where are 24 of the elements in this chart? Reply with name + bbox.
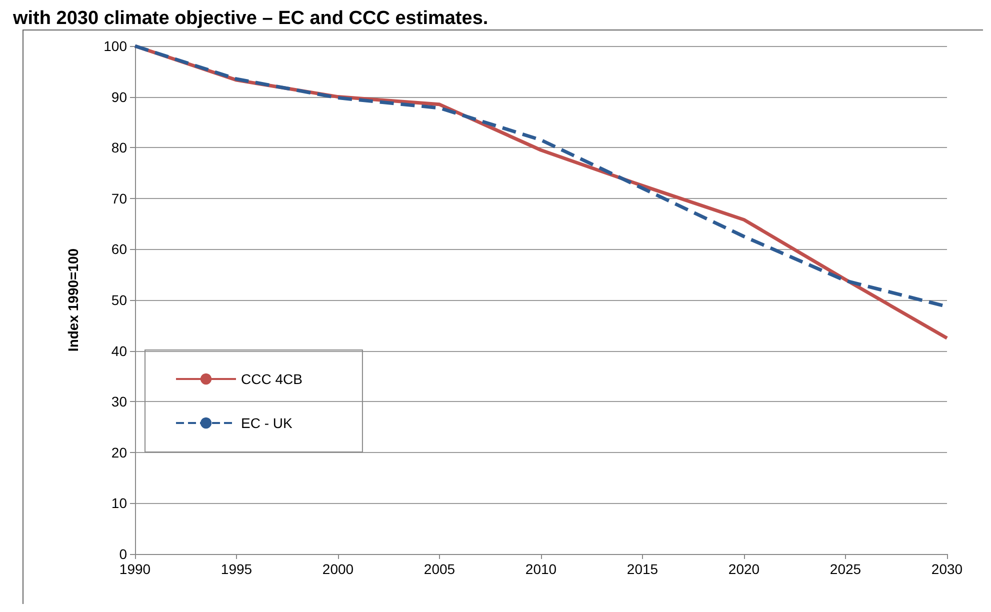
x-tick-label: 2005 xyxy=(424,561,456,577)
legend-label: EC - UK xyxy=(241,415,293,431)
y-tick-label: 60 xyxy=(111,241,128,258)
x-tick-label: 2030 xyxy=(931,561,963,577)
y-tick-label: 10 xyxy=(111,495,128,512)
x-tick-label: 1990 xyxy=(119,561,151,577)
y-tick-label: 30 xyxy=(111,394,128,410)
x-tick-label: 2010 xyxy=(525,561,557,577)
y-tick-label: 100 xyxy=(104,38,128,54)
x-tick-label: 2000 xyxy=(322,561,354,577)
y-tick-label: 0 xyxy=(119,546,128,562)
x-tick-label: 2015 xyxy=(626,561,658,577)
x-tick-label: 2020 xyxy=(728,561,760,577)
x-tick-label: 2025 xyxy=(830,561,862,577)
chart-title: with 2030 climate objective – EC and CCC estimates. xyxy=(12,8,488,29)
y-tick-label: 90 xyxy=(111,88,128,105)
y-tick-label: 40 xyxy=(111,342,128,359)
y-tick-label: 50 xyxy=(111,292,128,308)
legend-label: CCC 4CB xyxy=(241,371,302,387)
y-tick-label: 80 xyxy=(111,140,128,156)
y-tick-label: 20 xyxy=(111,444,128,460)
x-tick-label: 1995 xyxy=(220,561,252,577)
y-axis-title: Index 1990=100 xyxy=(65,248,81,352)
y-tick-label: 70 xyxy=(111,190,128,206)
